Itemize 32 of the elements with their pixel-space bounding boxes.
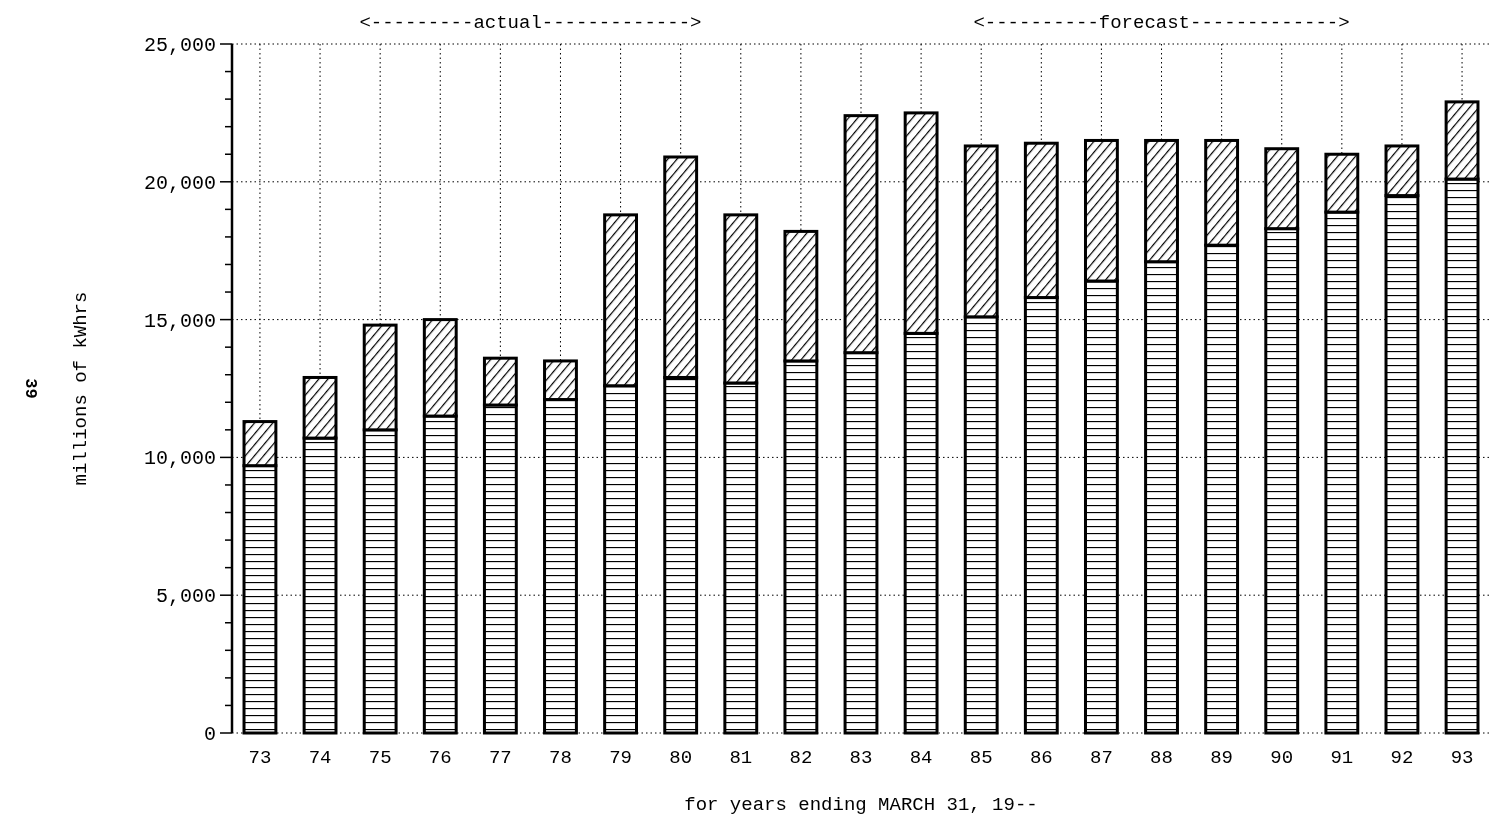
- x-tick-label: 87: [1090, 747, 1113, 769]
- y-axis-title: millions of kWhrs: [70, 291, 92, 486]
- y-tick-label: 20,000: [143, 171, 216, 195]
- x-tick-label: 91: [1330, 747, 1354, 769]
- x-axis-title: for years ending MARCH 31, 19--: [684, 794, 1038, 816]
- x-tick-label: 84: [909, 747, 933, 769]
- y-tick-label: 5,000: [155, 585, 216, 609]
- text: 39: [21, 378, 40, 399]
- y-tick-label: 0: [203, 723, 216, 746]
- x-tick-label: 76: [428, 747, 452, 769]
- x-tick-label: 89: [1210, 747, 1234, 769]
- y-tick-label: 15,000: [143, 309, 216, 333]
- x-tick-label: 77: [488, 747, 512, 769]
- y-tick-label: 10,000: [143, 447, 216, 471]
- x-tick-label: 93: [1450, 747, 1474, 769]
- x-tick-label: 86: [1029, 747, 1053, 769]
- y-tick-label: 25,000: [143, 34, 216, 57]
- x-tick-label: 73: [248, 747, 272, 769]
- x-tick-label: 92: [1390, 747, 1414, 769]
- x-tick-label: 82: [789, 747, 813, 769]
- text: <---------actual------------->: [359, 12, 702, 34]
- x-tick-label: 81: [729, 747, 753, 769]
- x-tick-label: 79: [609, 747, 632, 769]
- x-tick-label: 75: [368, 747, 392, 769]
- x-tick-label: 85: [969, 747, 993, 769]
- x-tick-label: 90: [1270, 747, 1294, 769]
- x-tick-label: 83: [849, 747, 873, 769]
- x-tick-label: 78: [549, 747, 572, 769]
- text: <----------forecast------------->: [973, 12, 1350, 34]
- x-tick-label: 88: [1150, 747, 1173, 769]
- x-tick-label: 80: [669, 747, 693, 769]
- x-tick-label: 74: [308, 747, 332, 769]
